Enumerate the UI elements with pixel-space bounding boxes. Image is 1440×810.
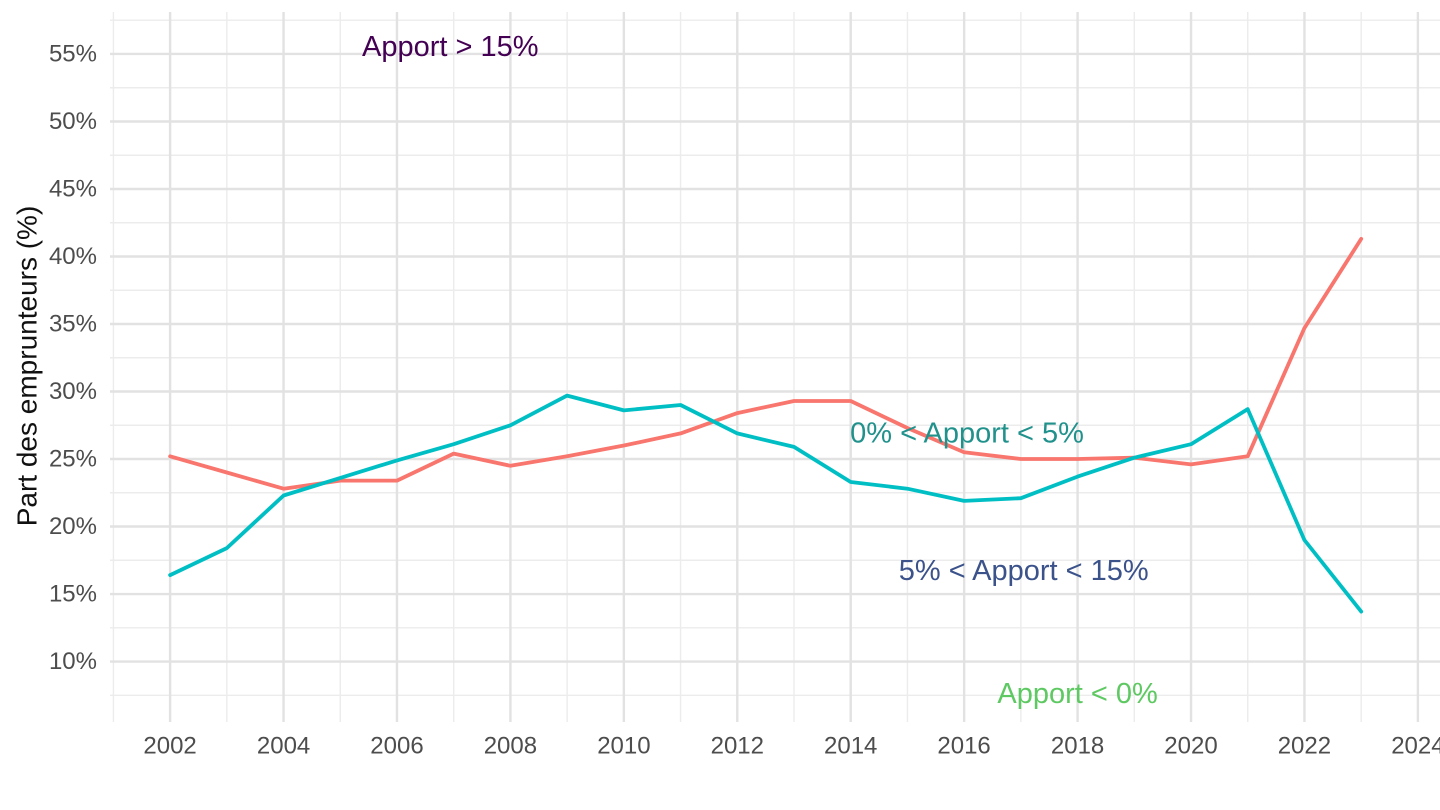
series-line-series-teal (168, 393, 1364, 614)
grid-major (110, 12, 1440, 722)
y-tick-label-45: 45% (49, 176, 97, 203)
y-tick-label-25: 25% (49, 446, 97, 473)
annotation-5pct-lt-apport-lt-15pct: 5% < Apport < 15% (899, 555, 1149, 587)
y-axis-title: Part des emprunteurs (%) (12, 206, 43, 527)
y-tick-label-20: 20% (49, 513, 97, 540)
series-line-series-salmon (168, 236, 1364, 491)
y-tick-label-40: 40% (49, 243, 97, 270)
y-tick-label-30: 30% (49, 378, 97, 405)
x-tick-label-2016: 2016 (937, 733, 990, 760)
annotation-apport-gt-15pct: Apport > 15% (362, 31, 539, 63)
y-tick-label-10: 10% (49, 648, 97, 675)
y-tick-label-50: 50% (49, 108, 97, 135)
x-tick-label-2024: 2024 (1391, 733, 1440, 760)
annotation-apport-lt-0pct: Apport < 0% (997, 678, 1157, 710)
x-tick-label-2002: 2002 (143, 733, 196, 760)
x-tick-label-2020: 2020 (1164, 733, 1217, 760)
x-tick-label-2010: 2010 (597, 733, 650, 760)
y-tick-label-55: 55% (49, 41, 97, 68)
x-tick-label-2022: 2022 (1278, 733, 1331, 760)
x-tick-label-2018: 2018 (1051, 733, 1104, 760)
grid-minor (110, 12, 1440, 722)
y-tick-label-15: 15% (49, 581, 97, 608)
y-tick-label-35: 35% (49, 311, 97, 338)
x-tick-label-2006: 2006 (370, 733, 423, 760)
x-tick-label-2012: 2012 (711, 733, 764, 760)
x-tick-label-2014: 2014 (824, 733, 877, 760)
annotation-0pct-lt-apport-lt-5pct: 0% < Apport < 5% (850, 417, 1084, 449)
x-tick-label-2004: 2004 (257, 733, 310, 760)
x-tick-label-2008: 2008 (484, 733, 537, 760)
